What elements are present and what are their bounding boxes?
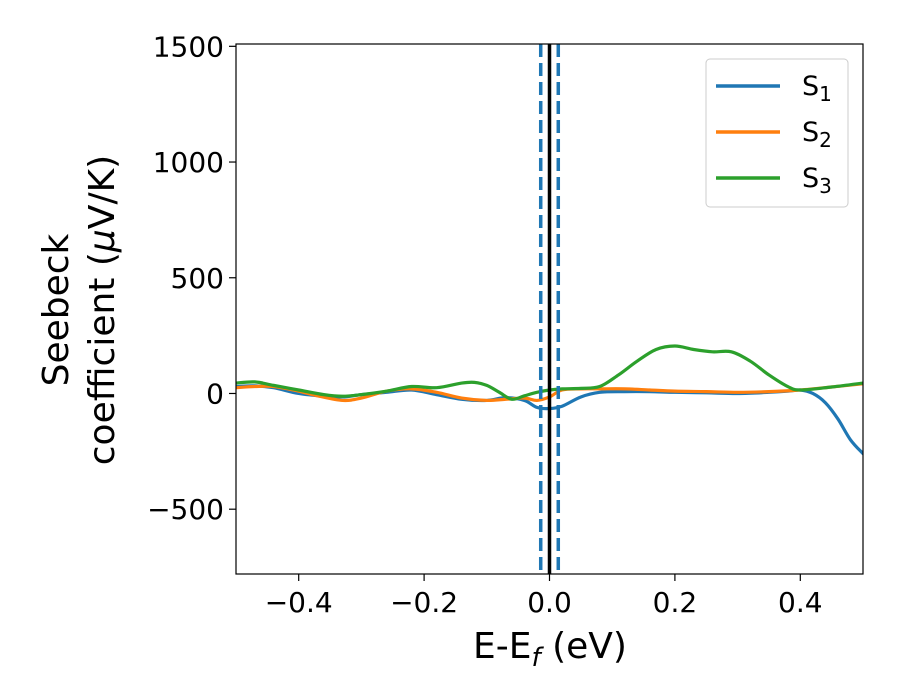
x-tick-label: −0.2 — [390, 586, 458, 619]
y-axis-title-mu: μ — [82, 229, 123, 253]
legend-label-S2: S2 — [802, 117, 832, 152]
vertical-lines — [538, 44, 561, 574]
legend-label-S3: S3 — [802, 163, 832, 198]
y-tick-label: 500 — [171, 262, 224, 295]
y-axis-title-line1: Seebeck — [36, 233, 77, 386]
x-tick-label: 0.4 — [778, 586, 823, 619]
x-ticks: −0.4 −0.2 0.0 0.2 0.4 — [265, 574, 823, 619]
x-tick-label: 0.2 — [653, 586, 698, 619]
series-line-S2 — [236, 382, 863, 403]
legend-label-S1: S1 — [802, 71, 832, 106]
x-tick-label: 0.0 — [527, 586, 572, 619]
y-tick-label: 1500 — [153, 30, 224, 63]
y-tick-label: −500 — [147, 493, 224, 526]
x-tick-label: −0.4 — [265, 586, 333, 619]
x-axis-title-unit: (eV) — [541, 626, 627, 667]
series-layer — [236, 344, 863, 456]
y-axis-title-line2: coefficient (μV/K) — [82, 155, 123, 465]
x-axis-title: E-Ef (eV) — [473, 626, 627, 673]
legend: S1 S2 S3 — [705, 58, 849, 208]
y-tick-label: 0 — [206, 377, 224, 410]
y-ticks: −500 0 500 1000 1500 — [147, 30, 236, 526]
series-line-S3 — [236, 344, 863, 401]
y-tick-label: 1000 — [153, 146, 224, 179]
